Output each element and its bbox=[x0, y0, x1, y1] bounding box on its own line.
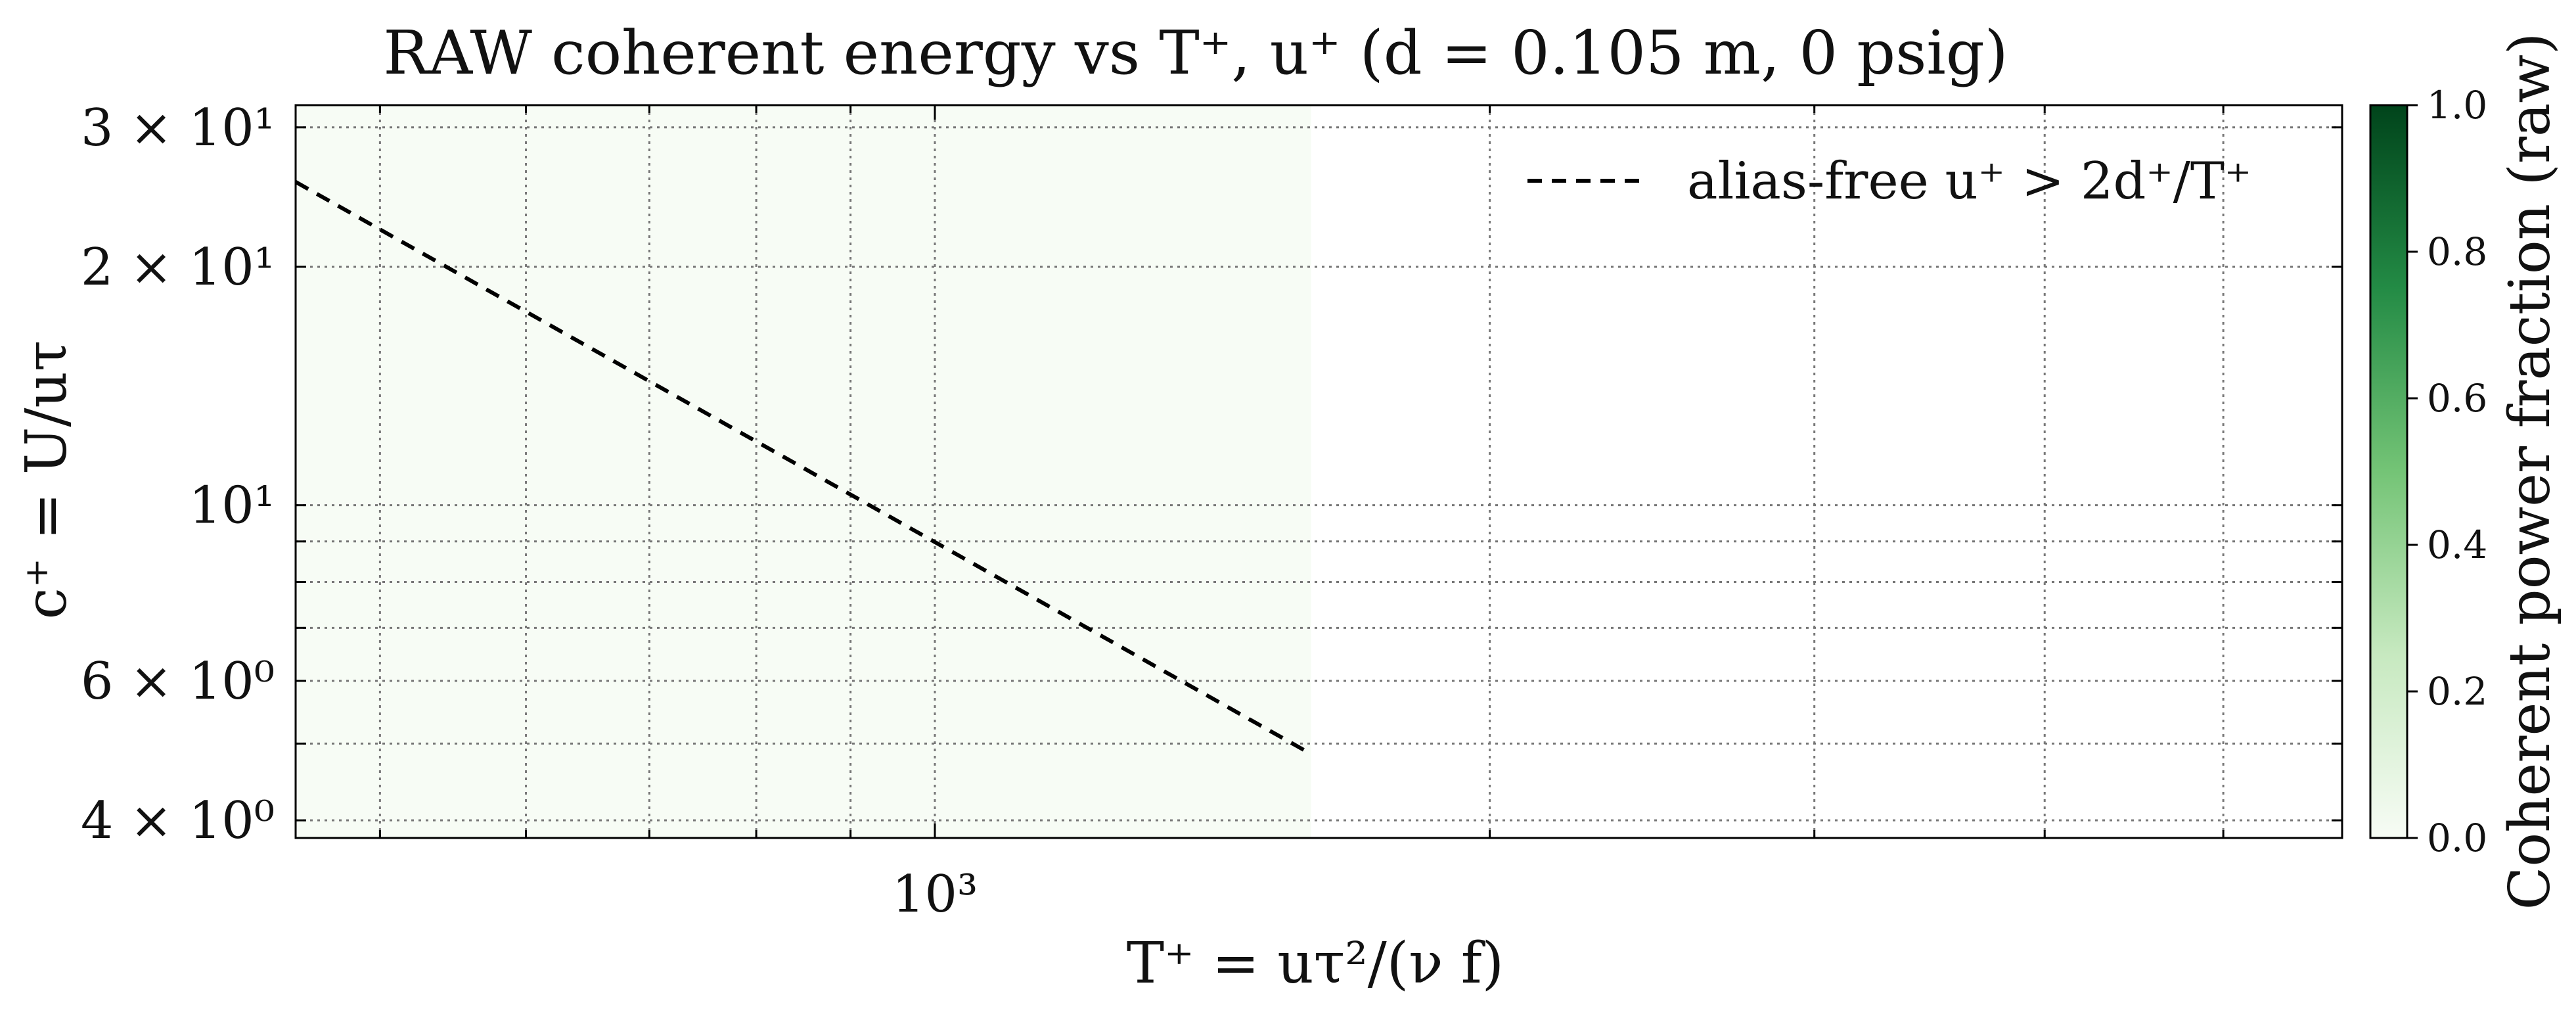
plot-frame bbox=[294, 104, 2343, 839]
colorbar-tick-label: 0.0 bbox=[2427, 816, 2487, 860]
colorbar-tick-label: 0.4 bbox=[2427, 523, 2487, 567]
colorbar-tick-label: 1.0 bbox=[2427, 83, 2487, 128]
grid-lines bbox=[296, 105, 2342, 838]
colorbar-ticks: 0.0 0.2 0.4 0.6 0.8 1.0 bbox=[2407, 83, 2487, 860]
x-tick-labels: 10³ bbox=[892, 865, 978, 924]
colorbar-gradient bbox=[2369, 104, 2408, 839]
x-tick-label: 10³ bbox=[892, 865, 978, 924]
colorbar-tick-label: 0.2 bbox=[2427, 669, 2487, 714]
x-axis-label: T⁺ = uτ²/(ν f) bbox=[1127, 931, 1504, 996]
axis-ticks bbox=[296, 105, 2342, 838]
y-tick-label: 10¹ bbox=[189, 476, 275, 536]
legend: alias-free u⁺ > 2d⁺/T⁺ bbox=[1527, 152, 2251, 211]
y-tick-label: 3 × 10¹ bbox=[81, 99, 275, 158]
legend-label: alias-free u⁺ > 2d⁺/T⁺ bbox=[1687, 152, 2251, 211]
y-axis-label: c⁺ = U/uτ bbox=[14, 340, 79, 620]
y-tick-label: 4 × 10⁰ bbox=[81, 791, 275, 850]
colorbar-tick-label: 0.6 bbox=[2427, 376, 2487, 421]
y-tick-label: 2 × 10¹ bbox=[81, 238, 275, 297]
y-tick-labels: 3 × 10¹ 2 × 10¹ 10¹ 6 × 10⁰ 4 × 10⁰ bbox=[81, 99, 275, 850]
colorbar-label: Coherent power fraction (raw) bbox=[2497, 33, 2563, 910]
heatmap-cells bbox=[296, 105, 1311, 838]
chart-title: RAW coherent energy vs T⁺, u⁺ (d = 0.105… bbox=[383, 18, 2008, 88]
colorbar: 0.0 0.2 0.4 0.6 0.8 1.0 Coherent power fracti… bbox=[2369, 33, 2563, 910]
colorbar-tick-label: 0.8 bbox=[2427, 229, 2487, 274]
y-tick-label: 6 × 10⁰ bbox=[81, 652, 275, 711]
